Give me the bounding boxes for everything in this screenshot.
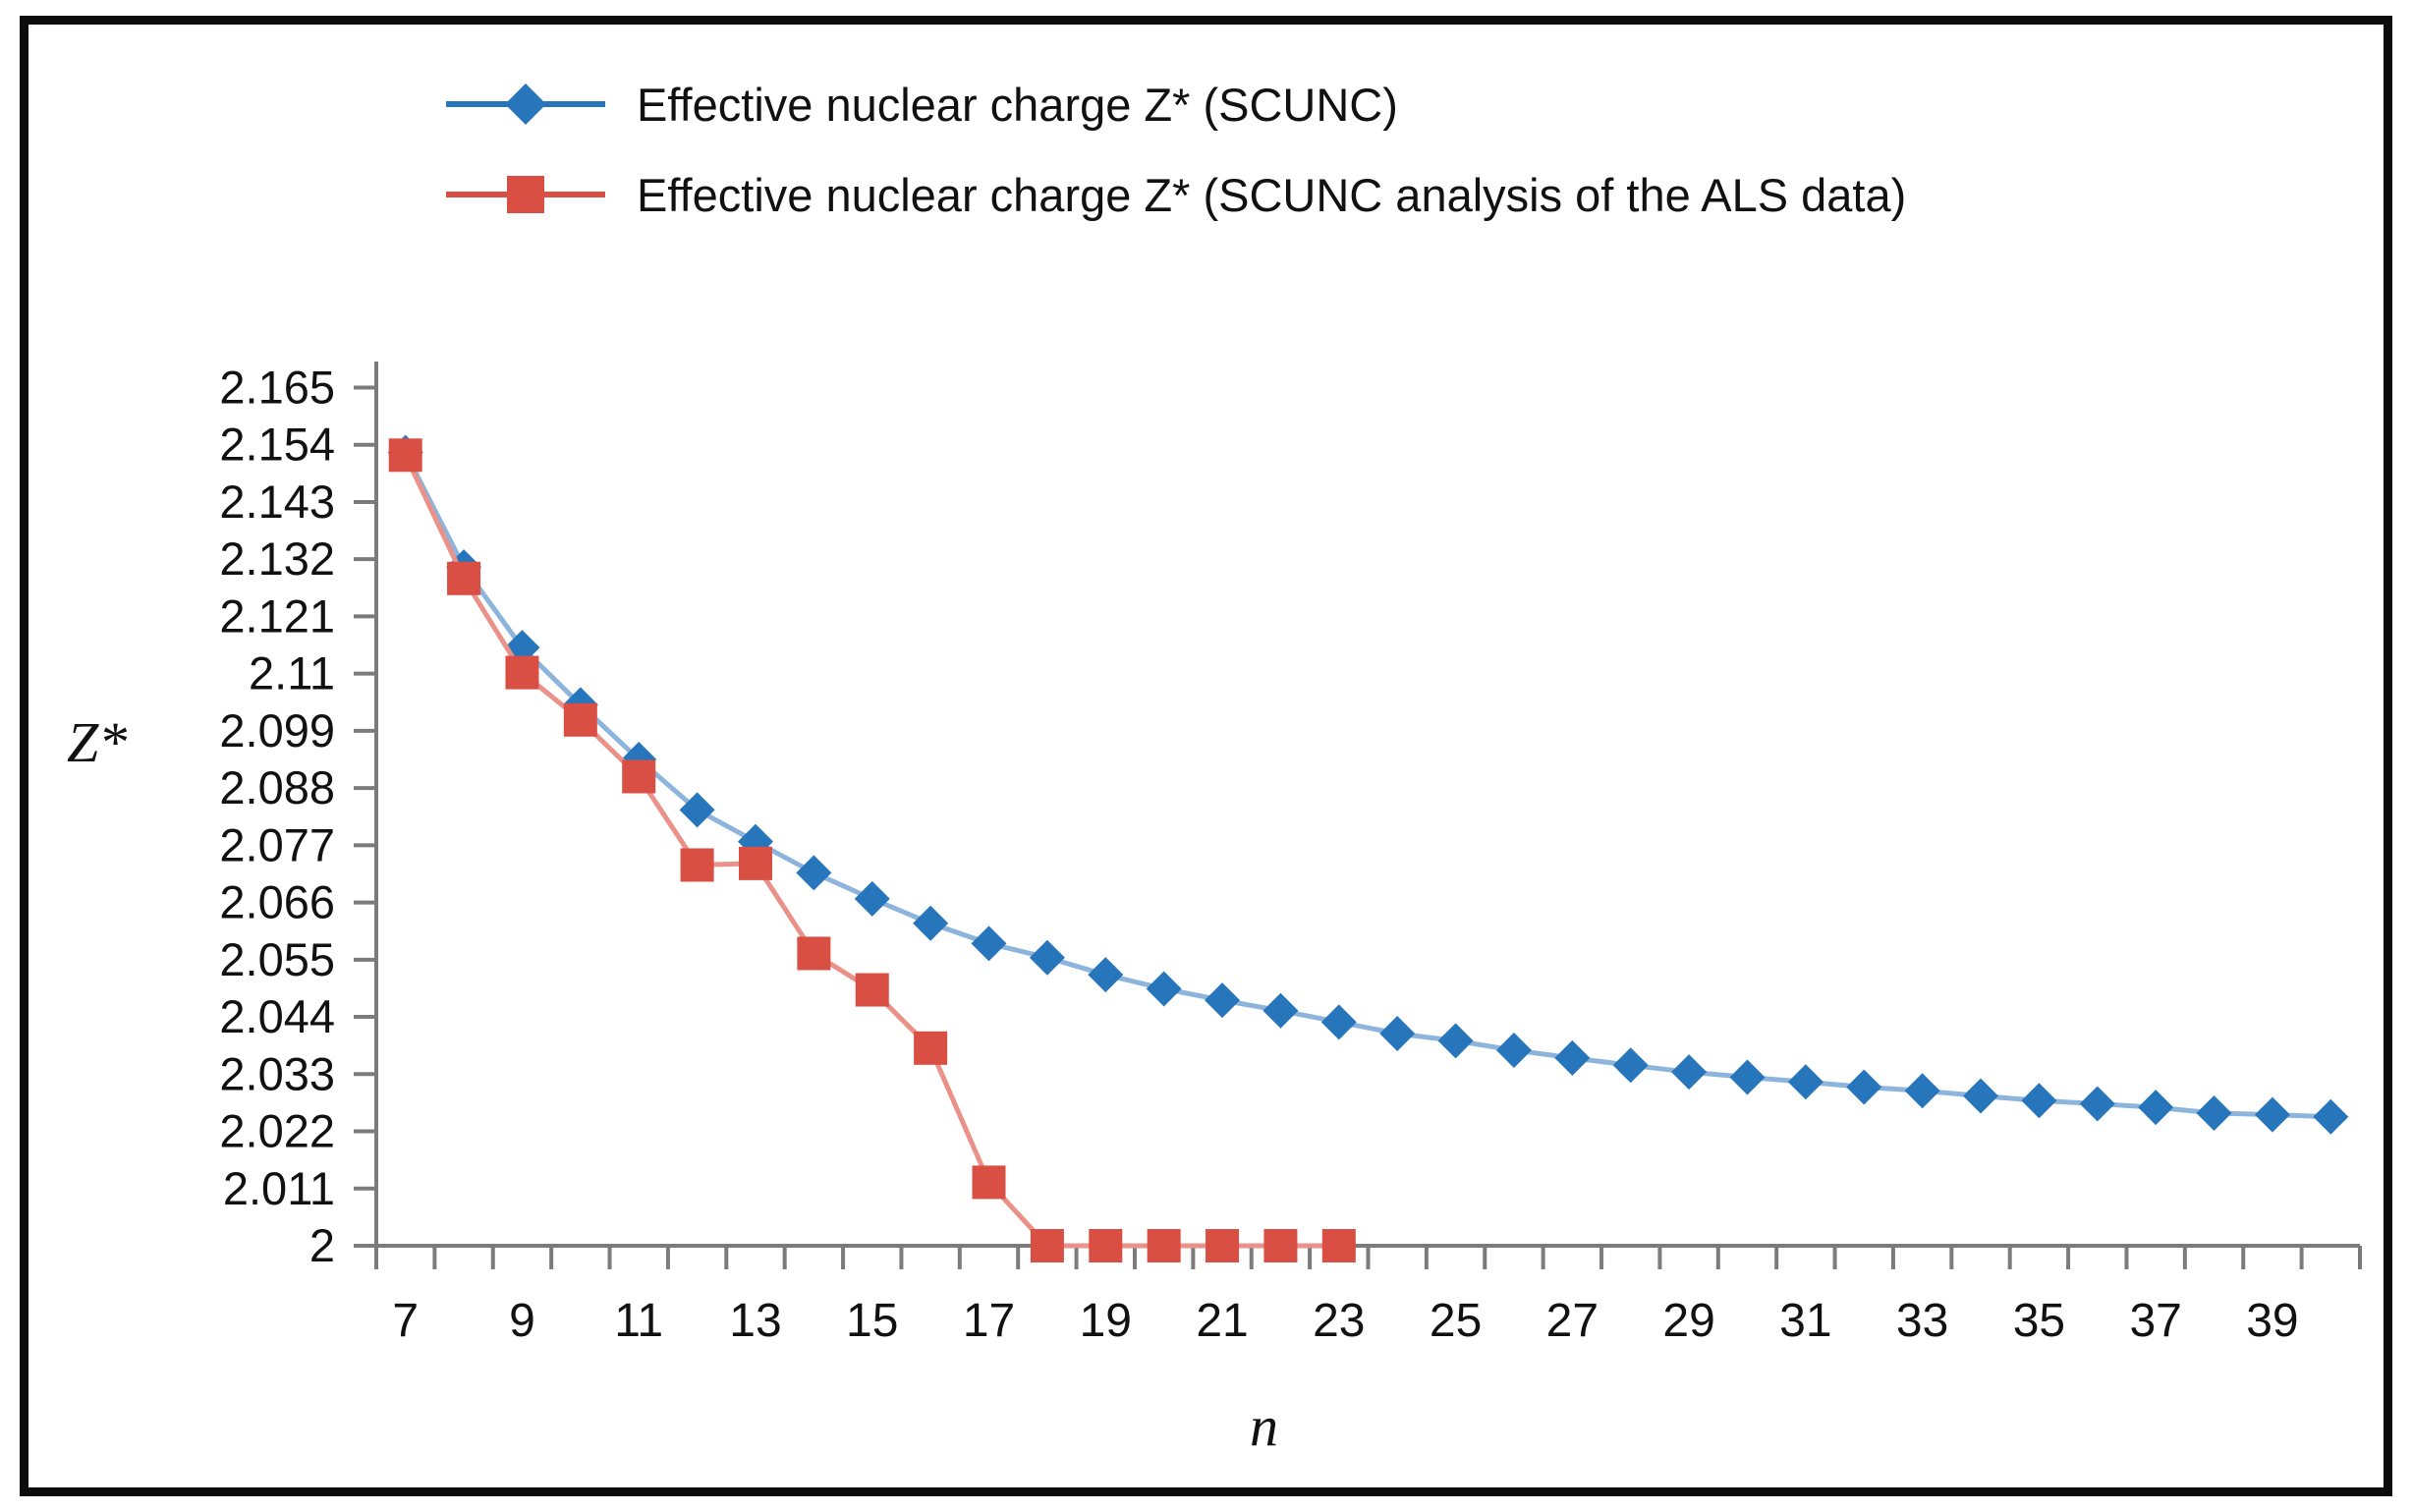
data-point-diamond xyxy=(2021,1083,2057,1119)
legend-item-scunc: Effective nuclear charge Z* (SCUNC) xyxy=(442,59,1906,149)
data-point-square xyxy=(1089,1229,1123,1262)
x-tick-label: 9 xyxy=(509,1295,535,1347)
data-point-square xyxy=(505,655,539,690)
series-line xyxy=(403,451,2331,1120)
data-point-square xyxy=(738,846,772,880)
data-point-diamond xyxy=(913,905,949,941)
chart-legend: Effective nuclear charge Z* (SCUNC) Effe… xyxy=(442,59,1906,240)
data-point-square xyxy=(1030,1229,1064,1262)
y-tick-label: 2.066 xyxy=(219,876,335,928)
data-point-diamond xyxy=(1671,1054,1708,1091)
y-tick-label: 2.11 xyxy=(249,647,335,700)
data-point-square xyxy=(1321,1229,1356,1262)
x-tick-label: 35 xyxy=(2013,1295,2065,1347)
x-tick-label: 27 xyxy=(1546,1295,1599,1347)
legend-marker-square-icon xyxy=(446,176,605,213)
series-line xyxy=(403,454,1339,1249)
data-point-square xyxy=(914,1031,948,1065)
x-tick-label: 33 xyxy=(1896,1295,1948,1347)
y-tick-label: 2.022 xyxy=(219,1105,335,1157)
data-point-diamond xyxy=(679,792,715,828)
legend-marker-diamond-icon xyxy=(446,84,605,125)
x-tick-label: 25 xyxy=(1430,1295,1482,1347)
y-tick-label: 2.033 xyxy=(219,1047,335,1099)
data-point-square xyxy=(1206,1229,1240,1262)
data-point-square xyxy=(680,848,714,882)
y-tick-label: 2.099 xyxy=(219,704,335,756)
data-point-diamond xyxy=(2313,1098,2349,1135)
x-axis-title: n xyxy=(1250,1394,1278,1458)
data-point-square xyxy=(622,759,656,794)
data-point-diamond xyxy=(2079,1086,2115,1122)
data-point-diamond xyxy=(1146,971,1182,1007)
x-tick-label: 19 xyxy=(1080,1295,1132,1347)
data-point-diamond xyxy=(1904,1073,1940,1109)
data-point-square xyxy=(1147,1229,1181,1262)
y-axis-title: Z* xyxy=(67,710,128,774)
data-point-diamond xyxy=(796,855,832,891)
data-point-square xyxy=(797,936,831,971)
data-point-diamond xyxy=(1320,1004,1357,1040)
x-tick-label: 17 xyxy=(963,1295,1015,1347)
data-point-diamond xyxy=(1963,1078,1999,1114)
y-tick-label: 2.044 xyxy=(219,990,335,1042)
data-point-square xyxy=(563,702,597,737)
data-point-square xyxy=(388,438,422,473)
y-tick-label: 2.132 xyxy=(219,532,335,585)
y-tick-label: 2 xyxy=(309,1219,335,1271)
x-tick-label: 31 xyxy=(1779,1295,1831,1347)
data-point-square xyxy=(447,561,481,595)
x-tick-label: 13 xyxy=(729,1295,781,1347)
x-tick-label: 11 xyxy=(614,1295,663,1347)
data-point-diamond xyxy=(1612,1047,1649,1084)
data-point-diamond xyxy=(1729,1059,1766,1095)
y-tick-label: 2.154 xyxy=(219,419,335,471)
data-point-diamond xyxy=(1437,1023,1474,1059)
data-point-square xyxy=(972,1165,1006,1200)
x-tick-label: 7 xyxy=(392,1295,419,1347)
data-point-square xyxy=(1263,1229,1298,1262)
legend-item-als: Effective nuclear charge Z* (SCUNC analy… xyxy=(442,149,1906,240)
data-point-diamond xyxy=(2196,1095,2232,1131)
data-point-diamond xyxy=(1379,1016,1416,1051)
x-tick-label: 21 xyxy=(1196,1295,1248,1347)
x-tick-label: 23 xyxy=(1313,1295,1365,1347)
y-tick-label: 2.165 xyxy=(219,361,335,413)
y-tick-label: 2.121 xyxy=(219,589,335,642)
y-tick-label: 2.055 xyxy=(219,933,335,985)
data-point-diamond xyxy=(971,925,1007,962)
data-point-square xyxy=(855,973,889,1007)
y-tick-label: 2.088 xyxy=(219,761,335,813)
data-point-diamond xyxy=(2138,1090,2174,1126)
y-tick-label: 2.077 xyxy=(219,818,335,870)
data-point-diamond xyxy=(1495,1032,1532,1068)
x-tick-label: 39 xyxy=(2246,1295,2298,1347)
y-tick-label: 2.011 xyxy=(223,1162,335,1214)
data-point-diamond xyxy=(2254,1096,2290,1133)
data-point-diamond xyxy=(1554,1039,1591,1076)
data-point-diamond xyxy=(1088,957,1124,993)
data-point-diamond xyxy=(1205,982,1241,1019)
x-tick-label: 37 xyxy=(2129,1295,2181,1347)
data-point-diamond xyxy=(1787,1064,1823,1100)
data-point-diamond xyxy=(1846,1069,1882,1105)
data-point-diamond xyxy=(1262,992,1299,1029)
legend-label-scunc: Effective nuclear charge Z* (SCUNC) xyxy=(637,78,1398,131)
data-point-diamond xyxy=(1029,939,1065,976)
y-tick-label: 2.143 xyxy=(219,476,335,528)
x-tick-label: 15 xyxy=(846,1295,898,1347)
x-tick-label: 29 xyxy=(1662,1295,1714,1347)
data-point-diamond xyxy=(854,880,890,917)
legend-label-als: Effective nuclear charge Z* (SCUNC analy… xyxy=(637,168,1907,221)
